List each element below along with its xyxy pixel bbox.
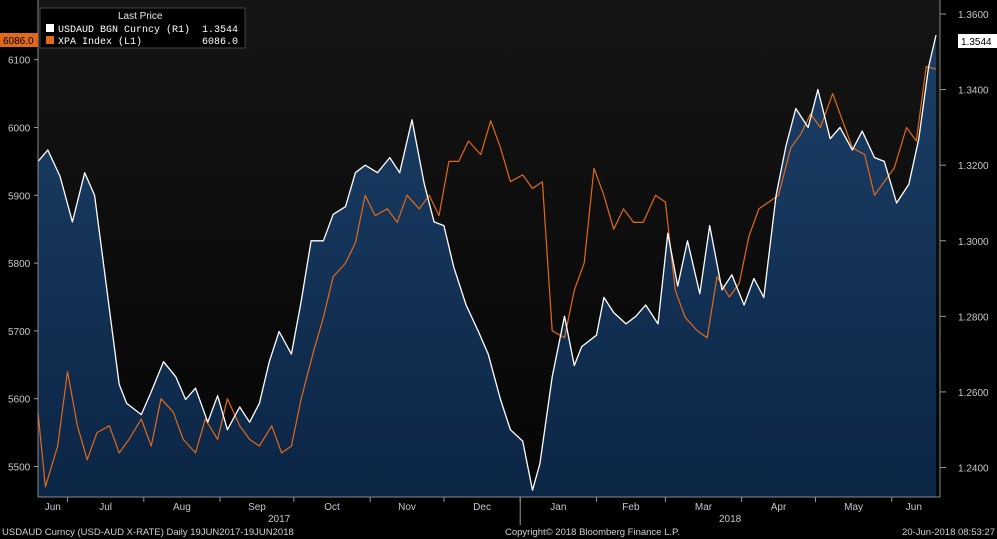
usdaud-area-fill — [38, 35, 936, 497]
left-tick-label: 5600 — [8, 395, 31, 406]
footer-right: 20-Jun-2018 08:53:27 — [902, 527, 995, 538]
month-label: Aug — [173, 502, 191, 513]
right-tick-label: 1.3200 — [958, 161, 989, 172]
month-label: Jul — [99, 502, 112, 513]
usdaud-series-line — [37, 34, 937, 491]
month-label: Jun — [906, 502, 922, 513]
left-tick-label: 5800 — [8, 259, 31, 270]
right-tick-label: 1.2600 — [958, 388, 989, 399]
right-last-value-label: 1.3544 — [961, 37, 992, 48]
left-tick-label: 5500 — [8, 462, 31, 473]
month-label: Sep — [248, 502, 266, 513]
legend-value-xpa: 6086.0 — [202, 37, 238, 48]
left-tick-label: 5700 — [8, 327, 31, 338]
legend-background — [39, 7, 246, 49]
lines-layer — [37, 34, 937, 491]
right-tick-label: 1.2400 — [958, 464, 989, 475]
legend-name-xpa: XPA Index (L1) — [58, 36, 142, 48]
right-tick-label: 1.2800 — [958, 312, 989, 323]
legend: Last Price USDAUD BGN Curncy (R1) 1.3544… — [39, 7, 246, 49]
x-axis-ticks: Jun Jul Aug Sep Oct Nov Dec Jan Feb Mar Apr May Jun 2… — [45, 497, 922, 525]
month-label: Nov — [398, 502, 416, 513]
left-tick-label: 5900 — [8, 191, 31, 202]
legend-header: Last Price — [118, 11, 163, 22]
month-label: Feb — [622, 502, 640, 513]
year-label: 2018 — [719, 514, 742, 525]
footer-center: Copyright© 2018 Bloomberg Finance L.P. — [505, 527, 680, 538]
right-axis-ticks: 1.2400 1.2600 1.2800 1.3000 1.3200 1.3400 1.36… — [940, 10, 989, 475]
left-last-value-label: 6086.0 — [3, 36, 34, 47]
year-label: 2017 — [268, 514, 291, 525]
right-last-value-marker: 1.3544 — [958, 34, 997, 48]
month-label: Jan — [550, 502, 566, 513]
month-label: Dec — [473, 502, 491, 513]
month-label: May — [844, 502, 863, 513]
month-label: Oct — [324, 502, 340, 513]
left-axis-ticks: 5500 5600 5700 5800 5900 6000 6100 — [8, 56, 38, 473]
month-label: Jun — [45, 502, 61, 513]
legend-name-usdaud: USDAUD BGN Curncy (R1) — [58, 24, 190, 36]
month-label: Apr — [771, 502, 787, 513]
area-layer — [38, 35, 936, 497]
legend-value-usdaud: 1.3544 — [202, 25, 238, 36]
legend-swatch-usdaud — [46, 24, 54, 32]
right-tick-label: 1.3000 — [958, 237, 989, 248]
legend-swatch-xpa — [46, 36, 54, 44]
right-tick-label: 1.3600 — [958, 10, 989, 21]
left-tick-label: 6000 — [8, 123, 31, 134]
month-label: Mar — [695, 502, 713, 513]
xpa-series-line — [37, 65, 937, 488]
right-tick-label: 1.3400 — [958, 86, 989, 97]
left-last-value-marker: 6086.0 — [0, 33, 38, 47]
left-tick-label: 6100 — [8, 56, 31, 67]
footer-left: USDAUD Curncy (USD-AUD X-RATE) Daily 19J… — [2, 527, 294, 538]
